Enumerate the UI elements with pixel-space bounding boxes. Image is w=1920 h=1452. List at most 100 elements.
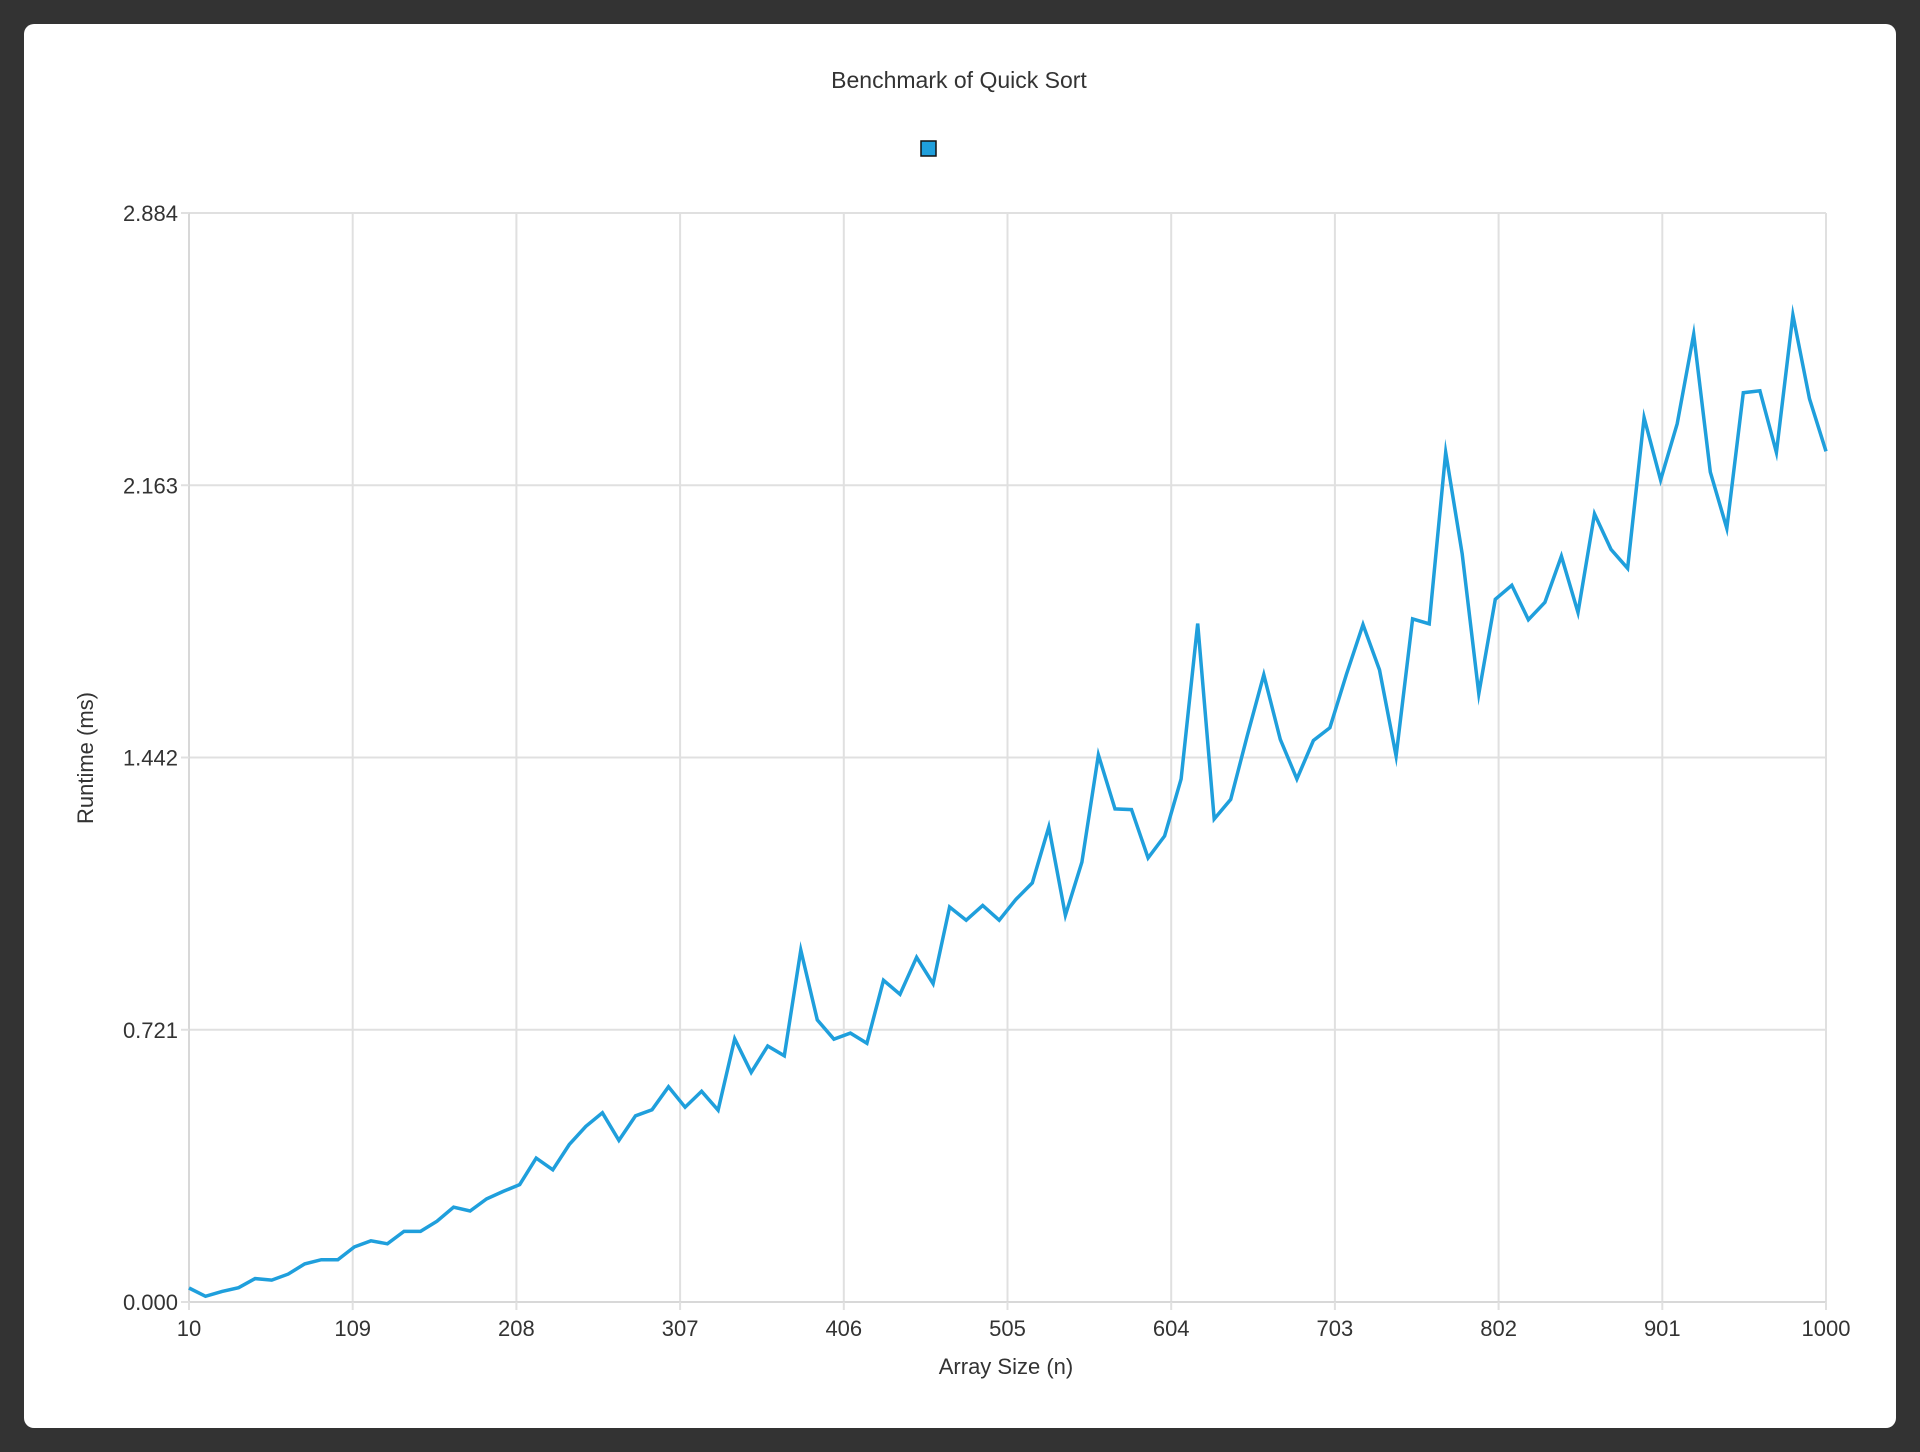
data-point[interactable] [348,1241,360,1253]
data-point[interactable] [249,1273,261,1285]
data-point[interactable] [1440,446,1452,458]
data-point[interactable] [414,1225,426,1237]
data-point[interactable] [1704,466,1716,478]
data-point[interactable] [1754,385,1766,397]
data-point[interactable] [993,914,1005,926]
data-point[interactable] [1010,893,1022,905]
data-point[interactable] [497,1185,509,1197]
data-point[interactable] [514,1179,526,1191]
data-point[interactable] [613,1134,625,1146]
data-point[interactable] [1307,735,1319,747]
data-point[interactable] [646,1104,658,1116]
data-point[interactable] [1605,543,1617,555]
data-point[interactable] [1241,730,1253,742]
data-point[interactable] [1390,750,1402,762]
data-point[interactable] [1522,614,1534,626]
data-point[interactable] [663,1081,675,1093]
data-point[interactable] [1820,445,1832,457]
data-point[interactable] [530,1152,542,1164]
data-point[interactable] [729,1033,741,1045]
data-point[interactable] [233,1282,245,1294]
data-point[interactable] [547,1164,559,1176]
data-point[interactable] [1357,619,1369,631]
data-point[interactable] [398,1225,410,1237]
data-point[interactable] [464,1205,476,1217]
data-point[interactable] [795,944,807,956]
data-point[interactable] [977,900,989,912]
data-point[interactable] [927,978,939,990]
data-point[interactable] [1539,596,1551,608]
data-point[interactable] [1506,579,1518,591]
data-point[interactable] [1671,418,1683,430]
data-point[interactable] [811,1014,823,1026]
data-point[interactable] [1407,613,1419,625]
data-point[interactable] [1192,617,1204,629]
data-point[interactable] [1340,668,1352,680]
data-point[interactable] [315,1254,327,1266]
data-point[interactable] [596,1107,608,1119]
data-point[interactable] [679,1101,691,1113]
data-point[interactable] [332,1254,344,1266]
data-point[interactable] [431,1215,443,1227]
data-point[interactable] [1324,722,1336,734]
data-point[interactable] [299,1258,311,1270]
legend-swatch[interactable] [920,140,937,157]
data-point[interactable] [1638,412,1650,424]
data-point[interactable] [1043,821,1055,833]
data-point[interactable] [1655,474,1667,486]
data-point[interactable] [1258,669,1270,681]
data-point[interactable] [1092,749,1104,761]
data-point[interactable] [762,1040,774,1052]
data-point[interactable] [1688,328,1700,340]
data-point[interactable] [448,1201,460,1213]
data-point[interactable] [877,974,889,986]
data-point[interactable] [1572,607,1584,619]
data-point[interactable] [828,1033,840,1045]
data-point[interactable] [745,1066,757,1078]
data-point[interactable] [1291,773,1303,785]
data-point[interactable] [944,901,956,913]
data-point[interactable] [1076,856,1088,868]
data-point[interactable] [183,1282,195,1294]
data-point[interactable] [200,1290,212,1302]
data-point[interactable] [629,1110,641,1122]
data-point[interactable] [778,1050,790,1062]
data-point[interactable] [1555,550,1567,562]
data-point[interactable] [1225,793,1237,805]
data-point[interactable] [1787,309,1799,321]
data-point[interactable] [580,1120,592,1132]
data-point[interactable] [844,1027,856,1039]
data-point[interactable] [1721,522,1733,534]
data-point[interactable] [1159,830,1171,842]
data-point[interactable] [216,1285,228,1297]
data-point[interactable] [894,988,906,1000]
data-point[interactable] [911,951,923,963]
data-point[interactable] [481,1193,493,1205]
data-point[interactable] [696,1085,708,1097]
data-point[interactable] [1374,664,1386,676]
data-point[interactable] [1026,877,1038,889]
data-point[interactable] [1059,909,1071,921]
data-point[interactable] [1489,593,1501,605]
data-point[interactable] [1142,852,1154,864]
data-point[interactable] [1423,618,1435,630]
data-point[interactable] [1622,562,1634,574]
data-point[interactable] [1274,733,1286,745]
data-point[interactable] [365,1235,377,1247]
data-point[interactable] [563,1139,575,1151]
data-point[interactable] [381,1238,393,1250]
data-point[interactable] [1473,688,1485,700]
data-point[interactable] [1175,773,1187,785]
data-point[interactable] [1770,446,1782,458]
data-point[interactable] [1803,393,1815,405]
data-point[interactable] [282,1268,294,1280]
data-point[interactable] [1737,387,1749,399]
data-point[interactable] [861,1037,873,1049]
data-point[interactable] [960,914,972,926]
data-point[interactable] [1456,548,1468,560]
data-point[interactable] [1208,813,1220,825]
data-point[interactable] [712,1104,724,1116]
data-point[interactable] [1589,508,1601,520]
data-point[interactable] [1109,803,1121,815]
data-point[interactable] [1126,804,1138,816]
